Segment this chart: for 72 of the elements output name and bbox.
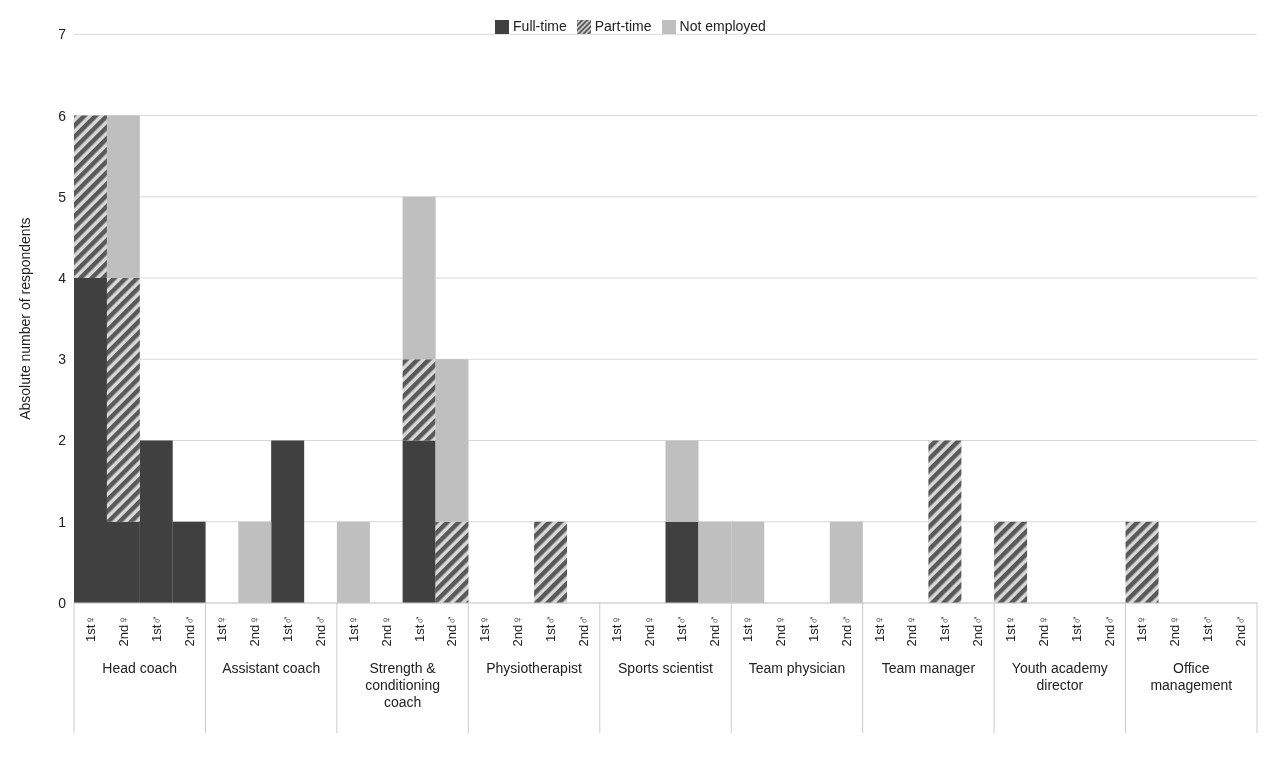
x-tick-label: 2nd♂	[181, 615, 197, 647]
x-tick-label: 2nd♀	[510, 615, 526, 647]
text: Sports scientist	[618, 660, 714, 676]
y-tick-label: 6	[58, 107, 67, 124]
bar	[665, 521, 699, 603]
legend-label: Part-time	[594, 18, 652, 34]
y-tick-label: 0	[58, 594, 67, 611]
x-tick-label: 2nd♂	[707, 615, 723, 647]
text: Office management	[1150, 660, 1233, 693]
bar	[106, 115, 140, 279]
x-tick-label: 1st♀	[477, 615, 493, 643]
y-axis-title: Absolute number of respondents	[16, 217, 33, 420]
x-tick-label: 2nd♂	[838, 615, 854, 647]
x-tick-label: 2nd♀	[115, 615, 131, 647]
y-tick-label: 1	[58, 513, 67, 530]
x-tick-label: 1st♂	[674, 615, 690, 643]
text: Strength & conditioning coach	[365, 660, 440, 710]
x-tick-label: 2nd♀	[378, 615, 394, 647]
x-tick-label: 2nd♂	[1233, 615, 1249, 647]
x-tick-label: 1st♀	[1134, 615, 1150, 643]
x-tick-label: 1st♂	[411, 615, 427, 643]
x-tick-label: 2nd♂	[575, 615, 591, 647]
x-tick-label: 2nd♀	[247, 615, 263, 647]
x-tick-label: 1st♂	[280, 615, 296, 643]
x-tick-label: 1st♂	[1068, 615, 1084, 643]
x-tick-label: 1st♂	[805, 615, 821, 643]
bar	[928, 440, 962, 603]
y-tick-label: 2	[58, 432, 67, 449]
x-tick-label: 2nd♂	[312, 615, 328, 647]
text: Head coach	[102, 660, 178, 676]
bar	[435, 521, 469, 603]
text: Youth academy director	[1011, 660, 1108, 693]
x-tick-label: 1st♂	[542, 615, 558, 643]
x-tick-label: 1st♂	[1200, 615, 1216, 643]
bar	[74, 115, 107, 279]
bar	[1125, 521, 1159, 603]
legend-label: Full-time	[513, 18, 567, 34]
text: Team physician	[748, 660, 846, 676]
x-tick-label: 2nd♂	[970, 615, 986, 647]
x-tick-label: 2nd♀	[773, 615, 789, 647]
x-tick-label: 1st♀	[608, 615, 624, 643]
bar	[402, 359, 436, 441]
bar	[106, 278, 140, 522]
x-tick-label: 1st♂	[148, 615, 164, 643]
x-tick-label: 1st♀	[82, 615, 98, 643]
text: Physiotherapist	[486, 660, 583, 676]
y-tick-label: 7	[58, 26, 67, 43]
bar	[336, 521, 370, 603]
y-tick-label: 4	[58, 270, 67, 286]
bar	[238, 521, 272, 603]
bar	[994, 521, 1028, 603]
x-tick-label: 1st♀	[1003, 615, 1019, 643]
bar	[271, 440, 305, 603]
x-tick-label: 1st♂	[937, 615, 953, 643]
bar	[534, 521, 568, 603]
legend-label: Not employed	[679, 18, 766, 34]
x-tick-label: 2nd♂	[444, 615, 460, 647]
y-tick-label: 3	[58, 351, 67, 368]
y-tick-label: 5	[58, 188, 67, 205]
bar	[829, 521, 863, 603]
x-tick-label: 2nd♀	[641, 615, 657, 647]
x-tick-label: 1st♀	[740, 615, 756, 643]
x-tick-label: 1st♀	[871, 615, 887, 643]
x-tick-label: 1st♀	[214, 615, 230, 643]
x-tick-label: 1st♀	[345, 615, 361, 643]
bar	[402, 440, 436, 603]
x-tick-label: 2nd♀	[904, 615, 920, 647]
text: Team manager	[881, 660, 976, 676]
x-tick-label: 2nd♀	[1167, 615, 1183, 647]
x-tick-label: 2nd♀	[1035, 615, 1051, 647]
x-tick-label: 2nd♂	[1101, 615, 1117, 647]
text: Assistant coach	[222, 660, 321, 676]
